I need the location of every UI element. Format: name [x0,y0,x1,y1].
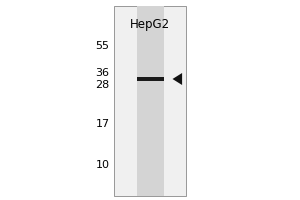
Text: HepG2: HepG2 [130,18,170,31]
Text: 55: 55 [95,41,110,51]
Bar [136,6,164,196]
Bar [136,77,164,81]
Text: 36: 36 [95,68,110,78]
Text: 10: 10 [95,160,110,170]
Polygon shape [172,73,182,85]
Text: 17: 17 [95,119,110,129]
Bar [114,6,186,196]
Text: 28: 28 [95,80,110,90]
